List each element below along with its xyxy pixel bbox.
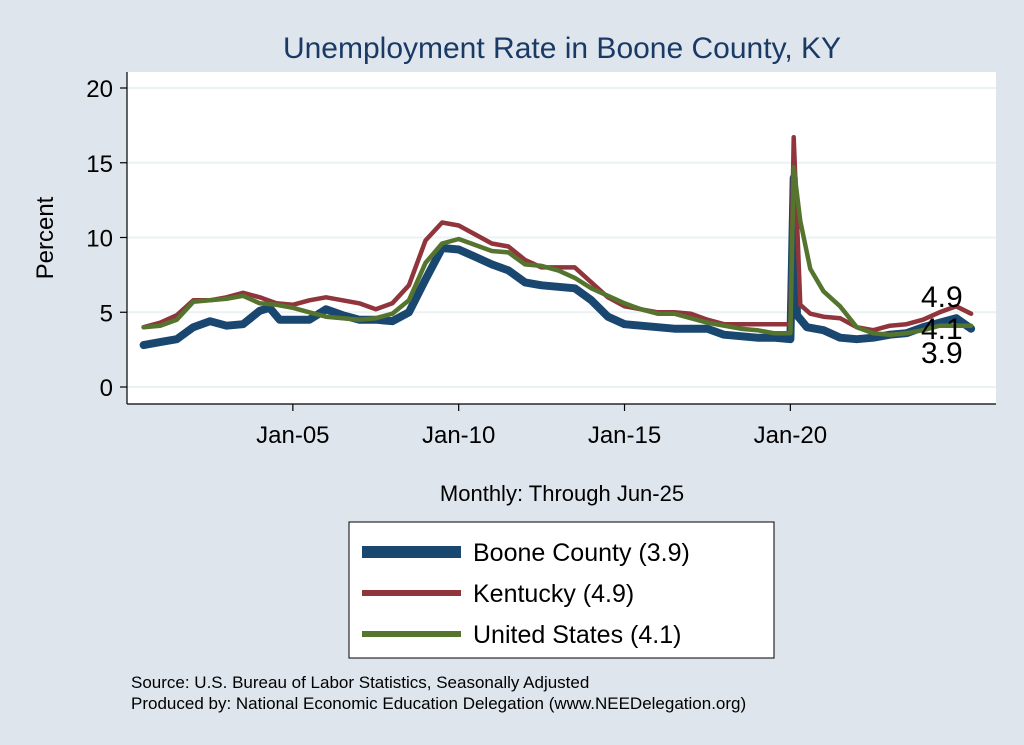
x-axis-title: Monthly: Through Jun-25 [440,481,684,506]
series-line-0 [139,173,976,350]
chart-title: Unemployment Rate in Boone County, KY [283,32,841,65]
legend: Boone County (3.9) Kentucky (4.9) United S… [348,521,775,659]
y-tick-label: 5 [100,300,113,327]
x-ticks: Jan-05 Jan-10 Jan-15 Jan-20 [256,404,827,449]
x-tick-label: Jan-10 [422,422,495,449]
end-label: 4.1 [921,313,963,346]
y-ticks: 0 5 10 15 20 [86,76,127,402]
series-line-2 [141,164,974,337]
legend-items: Boone County (3.9) Kentucky (4.9) United S… [362,539,690,649]
y-tick-label: 0 [100,375,113,402]
y-tick-label: 15 [86,151,113,178]
y-tick-label: 10 [86,226,113,253]
y-tick-label: 20 [86,76,113,103]
legend-label: Kentucky (4.9) [473,580,634,608]
source-line: Source: U.S. Bureau of Labor Statistics,… [131,673,589,692]
legend-label: Boone County (3.9) [473,539,690,567]
series-lines [139,135,976,350]
x-tick-label: Jan-05 [256,422,329,449]
y-axis-title: Percent [32,196,59,279]
legend-label: United States (4.1) [473,621,681,649]
end-labels: 3.9 4.94.1 [921,281,963,370]
x-tick-label: Jan-15 [588,422,661,449]
series-line-1 [141,135,974,333]
x-tick-label: Jan-20 [754,422,827,449]
producer-line: Produced by: National Economic Education… [131,694,746,713]
end-label: 4.9 [921,281,963,314]
end-label: 3.9 [921,337,963,370]
